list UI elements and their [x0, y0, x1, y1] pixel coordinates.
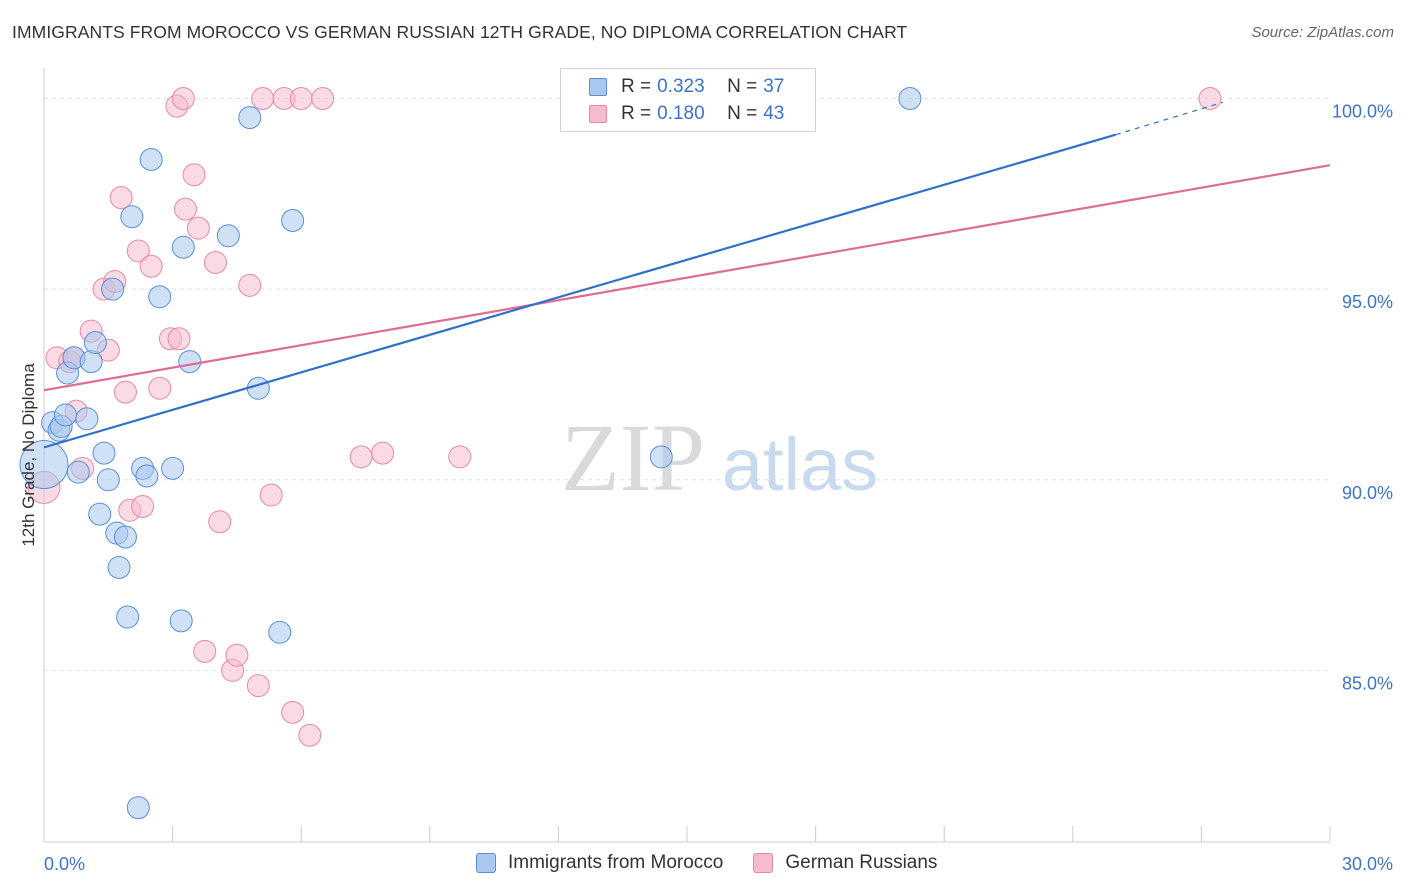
point-german-russians [171, 87, 195, 111]
point-morocco [169, 609, 193, 633]
point-german-russians [186, 216, 210, 240]
source-label: Source: ZipAtlas.com [1251, 24, 1394, 41]
legend-swatch-german-russians [589, 105, 607, 123]
stats-legend: R = 0.323 N = 37 R = 0.180 N = 43 [560, 68, 816, 132]
point-german-russians [281, 700, 305, 724]
point-morocco [79, 350, 103, 374]
x-tick-labels: 0.0% 30.0% [44, 854, 1393, 874]
point-morocco [101, 277, 125, 301]
r-value: 0.323 [657, 76, 705, 97]
y-tick-labels: 100.0% 95.0% 90.0% 85.0% [1332, 102, 1393, 694]
point-german-russians [259, 483, 283, 507]
point-morocco [96, 468, 120, 492]
stats-row-morocco: R = 0.323 N = 37 [589, 74, 784, 100]
stats-row-german-russians: R = 0.180 N = 43 [589, 101, 784, 127]
point-morocco [88, 502, 112, 526]
legend-label-german-russians: German Russians [785, 852, 938, 873]
point-morocco [116, 605, 140, 629]
point-german-russians [148, 376, 172, 400]
point-morocco [246, 376, 270, 400]
watermark: ZIP atlas [561, 404, 878, 511]
point-german-russians [448, 445, 472, 469]
point-morocco [107, 555, 131, 579]
point-morocco [161, 456, 185, 480]
point-german-russians [208, 510, 232, 534]
point-morocco [113, 525, 137, 549]
point-german-russians [113, 380, 137, 404]
legend-label-morocco: Immigrants from Morocco [508, 852, 724, 873]
point-morocco [66, 460, 90, 484]
y-tick-label: 90.0% [1342, 483, 1393, 503]
y-axis-label: 12th Grade, No Diploma [19, 363, 38, 547]
trend-line-german-russians [43, 164, 1331, 392]
chart-title: IMMIGRANTS FROM MOROCCO VS GERMAN RUSSIA… [12, 22, 908, 42]
point-german-russians [182, 163, 206, 187]
point-morocco [83, 331, 107, 355]
point-german-russians [225, 643, 249, 667]
y-tick-label: 95.0% [1342, 292, 1393, 312]
point-german-russians [203, 250, 227, 274]
point-morocco [120, 205, 144, 229]
point-german-russians [131, 494, 155, 518]
point-german-russians [349, 445, 373, 469]
point-morocco [268, 620, 292, 644]
point-german-russians [238, 273, 262, 297]
watermark-atlas: atlas [722, 423, 878, 506]
point-morocco [216, 224, 240, 248]
r-label: R = [621, 103, 652, 124]
n-label: N = [727, 103, 758, 124]
point-morocco [178, 350, 202, 374]
legend-item-morocco[interactable]: Immigrants from Morocco [476, 852, 723, 874]
point-morocco [171, 235, 195, 259]
r-label: R = [621, 76, 652, 97]
point-german-russians [193, 639, 217, 663]
point-morocco [53, 403, 77, 427]
point-morocco [148, 285, 172, 309]
n-value: 37 [763, 76, 785, 97]
watermark-zip: ZIP [561, 404, 705, 511]
point-german-russians [173, 197, 197, 221]
point-morocco [92, 441, 116, 465]
r-value: 0.180 [657, 103, 705, 124]
legend-swatch-german-russians [753, 853, 774, 873]
point-morocco [75, 407, 99, 431]
point-german-russians [167, 327, 191, 351]
legend-item-german-russians[interactable]: German Russians [753, 852, 937, 874]
series-morocco-points [19, 87, 922, 820]
point-german-russians [139, 254, 163, 278]
point-morocco [126, 796, 150, 820]
trend-line-morocco-extension [1115, 101, 1224, 136]
point-morocco [135, 464, 159, 488]
point-german-russians [371, 441, 395, 465]
point-german-russians [311, 87, 335, 111]
point-german-russians [246, 674, 270, 698]
point-morocco [19, 440, 69, 490]
point-morocco [281, 209, 305, 233]
point-german-russians [289, 87, 313, 111]
y-tick-label: 100.0% [1332, 102, 1393, 122]
x-tick-label: 30.0% [1342, 854, 1393, 874]
legend-swatch-morocco [589, 78, 607, 96]
series-legend: Immigrants from Morocco German Russians [476, 852, 967, 874]
point-german-russians [109, 186, 133, 210]
grid-lines [44, 98, 1330, 671]
legend-swatch-morocco [476, 853, 496, 873]
point-german-russians [1198, 87, 1222, 111]
point-morocco [649, 445, 673, 469]
x-tick-label: 0.0% [44, 854, 85, 874]
y-tick-label: 85.0% [1342, 673, 1393, 693]
point-german-russians [298, 723, 322, 747]
n-value: 43 [763, 103, 785, 124]
n-label: N = [727, 76, 758, 97]
trend-lines [43, 101, 1331, 449]
point-morocco [139, 148, 163, 172]
point-german-russians [251, 87, 275, 111]
point-morocco [238, 106, 262, 130]
point-morocco [898, 87, 922, 111]
point-german-russians [126, 239, 150, 263]
trend-line-morocco [43, 133, 1116, 449]
